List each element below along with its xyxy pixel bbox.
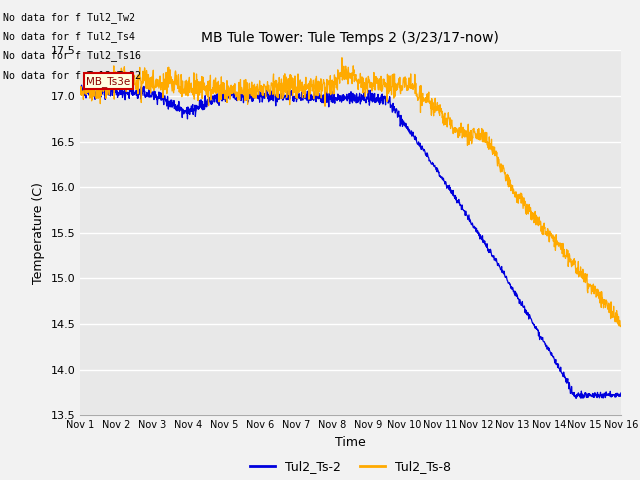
- Legend: Tul2_Ts-2, Tul2_Ts-8: Tul2_Ts-2, Tul2_Ts-8: [245, 455, 456, 478]
- X-axis label: Time: Time: [335, 436, 366, 449]
- Y-axis label: Temperature (C): Temperature (C): [32, 182, 45, 284]
- Text: No data for f Tul2_Ts16: No data for f Tul2_Ts16: [3, 50, 141, 61]
- Text: No data for f Tul2_Ts4: No data for f Tul2_Ts4: [3, 31, 135, 42]
- Text: MB_Ts3e: MB_Ts3e: [86, 76, 131, 87]
- Title: MB Tule Tower: Tule Temps 2 (3/23/17-now): MB Tule Tower: Tule Temps 2 (3/23/17-now…: [202, 31, 499, 45]
- Text: No data for f Tul2_Tw2: No data for f Tul2_Tw2: [3, 12, 135, 23]
- Text: No data for f Tul2_Ts32: No data for f Tul2_Ts32: [3, 70, 141, 81]
